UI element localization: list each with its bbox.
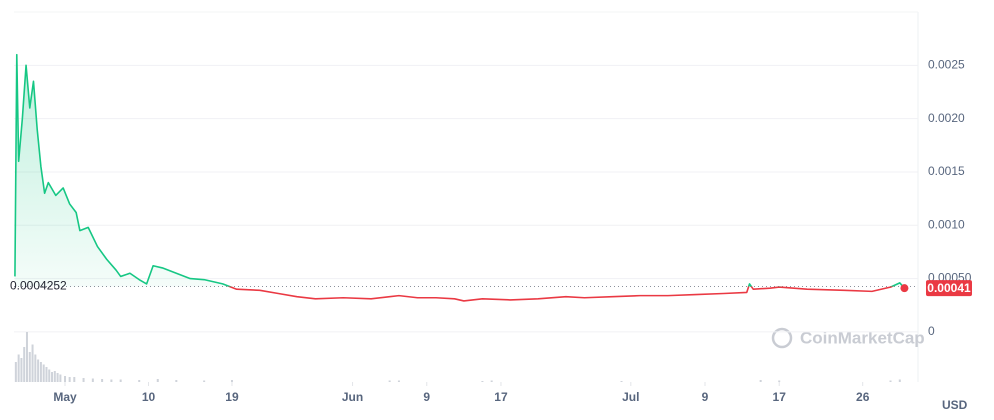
volume-bar <box>230 380 233 382</box>
watermark: CoinMarketCap <box>771 327 925 349</box>
volume-bar <box>68 377 71 382</box>
volume-bar <box>203 380 206 382</box>
x-tick-label: 9 <box>423 390 430 404</box>
x-tick-label: 26 <box>856 390 870 404</box>
volume-bar <box>490 380 493 382</box>
volume-bar <box>17 354 20 382</box>
volume-bar <box>156 379 159 382</box>
current-label-bg <box>926 280 972 297</box>
volume-bar <box>101 379 104 382</box>
volume-bar <box>31 344 34 382</box>
x-tick-label: Jul <box>622 390 639 404</box>
volume-bar <box>37 359 40 382</box>
volume-bar <box>110 379 113 382</box>
volume-bar <box>73 377 76 382</box>
volume-bar <box>778 380 781 382</box>
volume-bar <box>119 379 122 382</box>
x-tick-label: 9 <box>702 390 709 404</box>
volume-bar <box>138 380 141 382</box>
y-tick-label: 0.0025 <box>928 57 965 71</box>
volume-bar <box>175 380 178 382</box>
volume-bar <box>39 362 42 382</box>
x-tick-label: Jun <box>342 390 363 404</box>
area-fill <box>14 54 905 287</box>
volume-bar <box>388 380 391 382</box>
x-tick-label: 10 <box>142 390 156 404</box>
baseline-label: 0.0004252 <box>10 279 67 293</box>
volume-bar <box>25 332 28 382</box>
volume-bar <box>28 352 31 382</box>
volume-bar <box>45 367 48 382</box>
volume-bar <box>42 364 45 382</box>
volume-bar <box>82 378 85 382</box>
volume-bar <box>91 378 94 382</box>
x-tick-label: 19 <box>225 390 239 404</box>
volume-bar <box>34 354 37 382</box>
volume-bar <box>59 374 62 382</box>
current-label: 0.00041 <box>927 281 971 295</box>
volume-bar <box>898 379 901 382</box>
x-tick-label: 17 <box>773 390 787 404</box>
y-tick-label: 0 <box>928 324 935 338</box>
y-tick-label: 0.0020 <box>928 111 965 125</box>
watermark-text: CoinMarketCap <box>800 328 925 347</box>
volume-bar <box>23 347 26 382</box>
volume-bar <box>481 381 484 382</box>
volume-bar <box>14 362 17 382</box>
volume-bar <box>889 380 892 382</box>
price-line <box>14 53 906 302</box>
volume-bar <box>397 380 400 382</box>
x-tick-label: May <box>53 390 77 404</box>
volume-bar <box>759 380 762 382</box>
volume-bar <box>64 376 67 382</box>
volume-bar <box>620 381 623 382</box>
volume-bar <box>53 371 56 382</box>
y-tick-label: 0.0015 <box>928 164 965 178</box>
y-unit: USD <box>942 398 968 412</box>
volume-bar <box>56 373 59 382</box>
x-tick-label: 17 <box>494 390 508 404</box>
volume-bar <box>51 372 54 382</box>
volume-bar <box>48 369 51 382</box>
volume-bar <box>20 358 23 382</box>
current-dot <box>900 284 909 293</box>
y-tick-label: 0.0010 <box>928 217 965 231</box>
